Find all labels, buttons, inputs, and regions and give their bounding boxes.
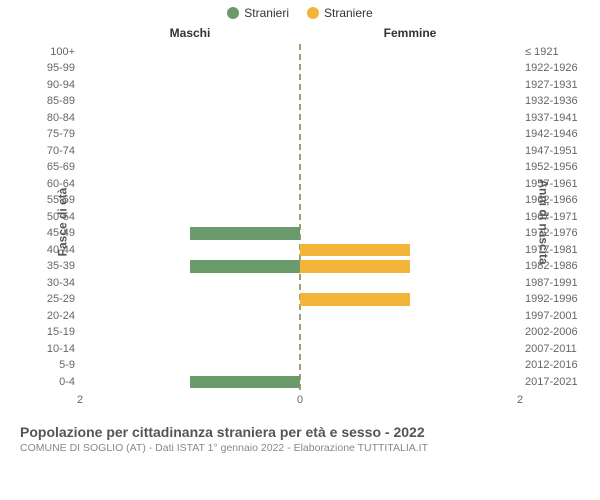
ytick-age: 40-44 — [20, 242, 75, 258]
ytick-birth: 1992-1996 — [525, 291, 585, 307]
bar-female — [300, 244, 410, 257]
ytick-birth: 1932-1936 — [525, 93, 585, 109]
ytick-birth: 1937-1941 — [525, 110, 585, 126]
ytick-age: 20-24 — [20, 308, 75, 324]
ytick-age: 70-74 — [20, 143, 75, 159]
bar-female — [300, 293, 410, 306]
chart-row — [80, 44, 520, 60]
ytick-age: 80-84 — [20, 110, 75, 126]
chart-subtitle: COMUNE DI SOGLIO (AT) - Dati ISTAT 1° ge… — [20, 442, 580, 454]
chart-row — [80, 374, 520, 390]
ytick-age: 85-89 — [20, 93, 75, 109]
ytick-birth: 1947-1951 — [525, 143, 585, 159]
column-header-female: Femmine — [300, 26, 520, 40]
legend-item-female: Straniere — [307, 6, 373, 20]
chart-row — [80, 209, 520, 225]
chart-row — [80, 341, 520, 357]
ytick-birth: ≤ 1921 — [525, 44, 585, 60]
chart-row — [80, 126, 520, 142]
column-header-male: Maschi — [80, 26, 300, 40]
ytick-birth: 1972-1976 — [525, 225, 585, 241]
chart-row — [80, 159, 520, 175]
bar-male — [190, 260, 300, 273]
ytick-birth: 2017-2021 — [525, 374, 585, 390]
ytick-age: 60-64 — [20, 176, 75, 192]
chart-row — [80, 93, 520, 109]
ytick-birth: 1987-1991 — [525, 275, 585, 291]
ytick-age: 75-79 — [20, 126, 75, 142]
legend-swatch-female — [307, 7, 319, 19]
ytick-birth: 1942-1946 — [525, 126, 585, 142]
ytick-age: 5-9 — [20, 357, 75, 373]
ytick-age: 15-19 — [20, 324, 75, 340]
chart-row — [80, 275, 520, 291]
ytick-age: 25-29 — [20, 291, 75, 307]
ytick-age: 100+ — [20, 44, 75, 60]
legend-swatch-male — [227, 7, 239, 19]
ytick-birth: 1997-2001 — [525, 308, 585, 324]
chart-row — [80, 225, 520, 241]
ytick-birth: 2012-2016 — [525, 357, 585, 373]
ytick-birth: 1962-1966 — [525, 192, 585, 208]
legend-item-male: Stranieri — [227, 6, 289, 20]
ytick-birth: 1977-1981 — [525, 242, 585, 258]
chart-row — [80, 324, 520, 340]
ytick-birth: 2007-2011 — [525, 341, 585, 357]
ytick-age: 30-34 — [20, 275, 75, 291]
ytick-age: 90-94 — [20, 77, 75, 93]
chart-title: Popolazione per cittadinanza straniera p… — [20, 424, 580, 440]
xtick: 2 — [517, 394, 523, 406]
ytick-age: 35-39 — [20, 258, 75, 274]
ytick-birth: 1922-1926 — [525, 60, 585, 76]
bar-male — [190, 376, 300, 389]
chart-row — [80, 291, 520, 307]
ytick-age: 10-14 — [20, 341, 75, 357]
chart-row — [80, 308, 520, 324]
bar-male — [190, 227, 300, 240]
ytick-age: 50-54 — [20, 209, 75, 225]
chart-row — [80, 258, 520, 274]
ytick-birth: 1927-1931 — [525, 77, 585, 93]
ytick-birth: 1952-1956 — [525, 159, 585, 175]
ytick-age: 65-69 — [20, 159, 75, 175]
chart-row — [80, 192, 520, 208]
population-pyramid-chart: Maschi Femmine Fasce di età Anni di nasc… — [20, 22, 580, 422]
chart-row — [80, 143, 520, 159]
ytick-birth: 1967-1971 — [525, 209, 585, 225]
ytick-birth: 1957-1961 — [525, 176, 585, 192]
ytick-age: 0-4 — [20, 374, 75, 390]
chart-row — [80, 110, 520, 126]
xtick: 2 — [77, 394, 83, 406]
ytick-age: 45-49 — [20, 225, 75, 241]
chart-row — [80, 77, 520, 93]
ytick-birth: 2002-2006 — [525, 324, 585, 340]
bar-female — [300, 260, 410, 273]
xtick: 0 — [297, 394, 303, 406]
chart-row — [80, 357, 520, 373]
ytick-age: 55-59 — [20, 192, 75, 208]
ytick-birth: 1982-1986 — [525, 258, 585, 274]
chart-footer: Popolazione per cittadinanza straniera p… — [16, 424, 584, 454]
ytick-age: 95-99 — [20, 60, 75, 76]
chart-row — [80, 176, 520, 192]
legend: Stranieri Straniere — [0, 0, 600, 22]
plot-area — [80, 44, 520, 390]
chart-row — [80, 242, 520, 258]
chart-row — [80, 60, 520, 76]
legend-label-female: Straniere — [324, 6, 373, 20]
legend-label-male: Stranieri — [244, 6, 289, 20]
